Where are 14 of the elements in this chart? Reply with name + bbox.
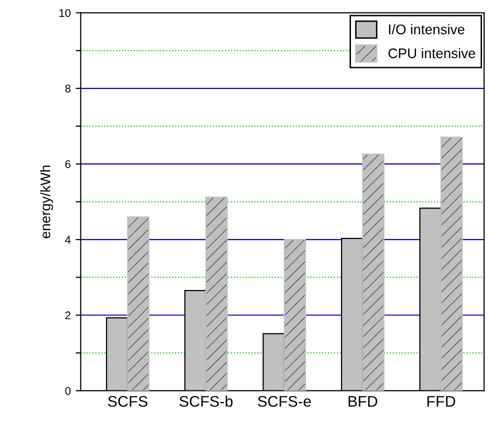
y-tick-label: 10 [59,9,71,17]
legend-label: I/O intensive [389,24,464,34]
y-tick-label: 0 [65,386,71,395]
x-tick-label: SCFS-e [258,396,311,407]
y-axis-title: energy/kWh [40,166,54,238]
y-tick-label: 4 [65,236,71,244]
y-tick-label: 2 [65,311,70,320]
legend-label: CPU intensive [388,48,476,58]
y-tick-label: 6 [65,160,70,168]
x-tick-label: FFD [427,396,456,407]
x-tick-label: BFD [348,396,378,407]
x-tick-label: SCFS [108,396,148,407]
y-tick-label: 8 [65,84,70,93]
x-tick-label: SCFS-b [180,396,233,407]
